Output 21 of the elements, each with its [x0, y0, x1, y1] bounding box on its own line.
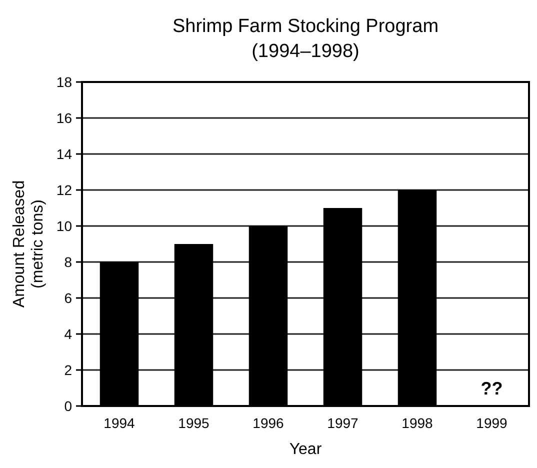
x-tick-label: 1994 — [104, 415, 136, 431]
chart-title: Shrimp Farm Stocking Program — [172, 16, 439, 37]
y-tick-label: 2 — [64, 362, 72, 378]
y-tick-label: 4 — [64, 326, 72, 342]
y-tick-label: 10 — [56, 218, 72, 234]
annotation: ?? — [480, 378, 503, 398]
y-tick-label: 18 — [56, 74, 72, 90]
x-axis-title: Year — [289, 441, 322, 458]
y-tick-label: 14 — [56, 146, 72, 162]
chart-subtitle: (1994–1998) — [252, 41, 360, 62]
y-tick-label: 12 — [56, 182, 72, 198]
x-tick-label: 1996 — [252, 415, 284, 431]
y-tick-label: 6 — [64, 290, 72, 306]
y-tick-label: 16 — [56, 110, 72, 126]
x-tick-label: 1995 — [178, 415, 210, 431]
y-axis-title: Amount Released (metric tons) — [11, 180, 46, 308]
y-tick-label: 0 — [64, 398, 72, 414]
y-tick-label: 8 — [64, 254, 72, 270]
x-tick-label: 1997 — [327, 415, 359, 431]
x-tick-label: 1998 — [402, 415, 434, 431]
x-tick-label: 1999 — [476, 415, 508, 431]
